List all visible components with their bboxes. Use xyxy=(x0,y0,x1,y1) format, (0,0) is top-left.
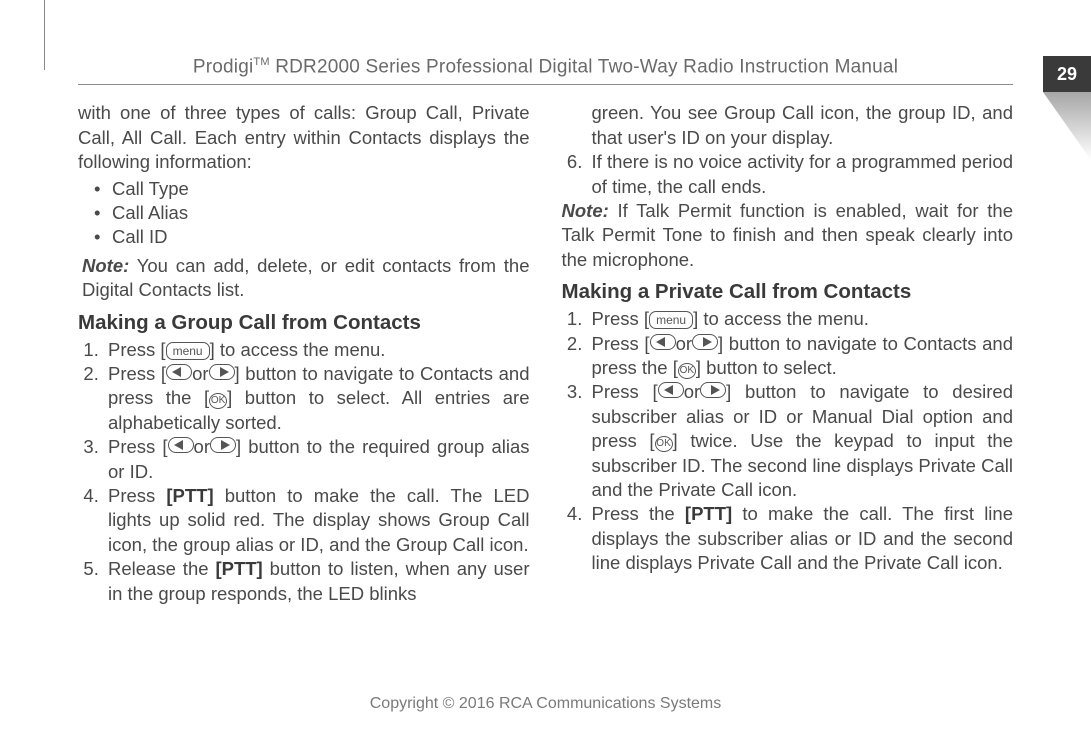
brand-prefix: Prodigi xyxy=(193,56,254,77)
brand-tm: TM xyxy=(253,56,269,68)
menu-key-icon: menu xyxy=(166,342,210,360)
list-item: Call ID xyxy=(78,225,530,249)
note-text: If Talk Permit function is enabled, wait… xyxy=(562,200,1014,270)
list-item: Call Alias xyxy=(78,201,530,225)
group-call-steps: Press [menu] to access the menu. Press [… xyxy=(78,338,530,606)
page-tab-shadow xyxy=(1043,92,1091,160)
ok-key-icon: OK xyxy=(655,436,673,452)
header-rest: RDR2000 Series Professional Digital Two-… xyxy=(270,56,898,77)
ptt-label: [PTT] xyxy=(166,485,213,506)
step-item: Press [or] button to navigate to desired… xyxy=(588,380,1014,502)
right-arrow-key-icon xyxy=(700,382,726,398)
step-item: Press [or] button to navigate to Contact… xyxy=(588,332,1014,381)
step-item: Press [menu] to access the menu. xyxy=(104,338,530,362)
group-call-steps-cont: If there is no voice activity for a prog… xyxy=(562,150,1014,199)
right-arrow-key-icon xyxy=(209,364,235,380)
right-arrow-key-icon xyxy=(692,334,718,350)
copyright-footer: Copyright © 2016 RCA Communications Syst… xyxy=(0,695,1091,713)
section-heading-private-call: Making a Private Call from Contacts xyxy=(562,278,1014,305)
ok-key-icon: OK xyxy=(209,393,227,409)
step-item: If there is no voice activity for a prog… xyxy=(588,150,1014,199)
left-arrow-key-icon xyxy=(650,334,676,350)
note-paragraph: Note: If Talk Permit function is enabled… xyxy=(562,199,1014,272)
content-columns: with one of three types of calls: Group … xyxy=(78,101,1013,606)
left-column: with one of three types of calls: Group … xyxy=(78,101,530,606)
left-arrow-key-icon xyxy=(658,382,684,398)
list-item: Call Type xyxy=(78,177,530,201)
intro-paragraph: with one of three types of calls: Group … xyxy=(78,101,530,174)
step-item: Release the [PTT] button to listen, when… xyxy=(104,557,530,606)
note-label: Note: xyxy=(82,255,129,276)
page-number: 29 xyxy=(1057,64,1077,85)
left-arrow-key-icon xyxy=(168,437,194,453)
page-header: ProdigiTM RDR2000 Series Professional Di… xyxy=(78,56,1013,85)
step-item: Press [menu] to access the menu. xyxy=(588,307,1014,331)
margin-rule xyxy=(44,0,45,70)
menu-key-icon: menu xyxy=(649,311,693,329)
step-item: Press [PTT] button to make the call. The… xyxy=(104,484,530,557)
page-number-tab: 29 xyxy=(1043,56,1091,92)
step-item: Press [or] button to the required group … xyxy=(104,435,530,484)
note-paragraph: Note: You can add, delete, or edit conta… xyxy=(78,254,530,303)
right-column: green. You see Group Call icon, the grou… xyxy=(562,101,1014,606)
section-heading-group-call: Making a Group Call from Contacts xyxy=(78,309,530,336)
note-text: You can add, delete, or edit contacts fr… xyxy=(82,255,530,300)
step5-continuation: green. You see Group Call icon, the grou… xyxy=(562,101,1014,150)
ptt-label: [PTT] xyxy=(215,558,262,579)
contact-info-list: Call Type Call Alias Call ID xyxy=(78,177,530,250)
step-item: Press [or] button to navigate to Contact… xyxy=(104,362,530,435)
left-arrow-key-icon xyxy=(166,364,192,380)
step-item: Press the [PTT] to make the call. The fi… xyxy=(588,502,1014,575)
ok-key-icon: OK xyxy=(678,363,696,379)
note-label: Note: xyxy=(562,200,609,221)
right-arrow-key-icon xyxy=(210,437,236,453)
manual-page: ProdigiTM RDR2000 Series Professional Di… xyxy=(0,0,1091,737)
ptt-label: [PTT] xyxy=(685,503,732,524)
private-call-steps: Press [menu] to access the menu. Press [… xyxy=(562,307,1014,575)
